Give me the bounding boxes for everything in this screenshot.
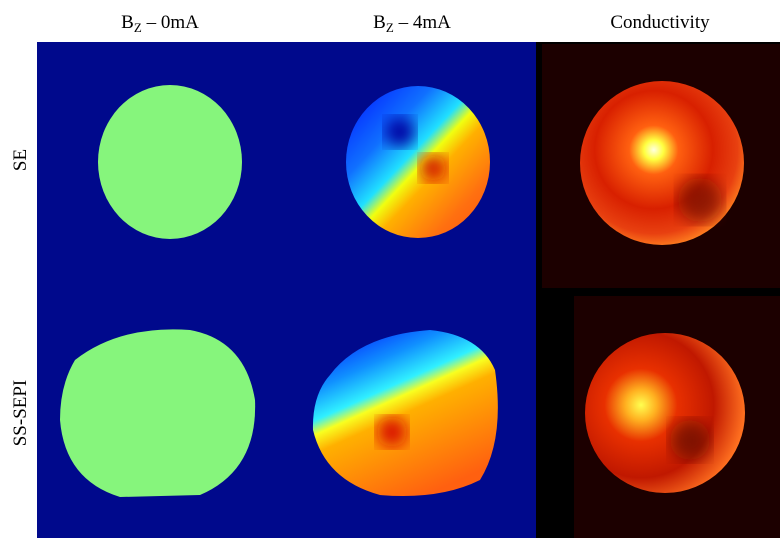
figure: BZ – 0mA BZ – 4mA Conductivity SE SS-SEP…: [0, 0, 780, 538]
header-rest: – 0mA: [142, 12, 199, 33]
page: {"columns": [ {"base": "B", "sub": "Z", …: [0, 0, 780, 538]
header-subscript: Z: [134, 20, 142, 35]
bz-0ma-image: [60, 329, 255, 497]
column-header: BZ – 0mA: [121, 12, 199, 35]
conductivity-image: [580, 81, 744, 245]
column-header: Conductivity: [610, 12, 710, 33]
column-header: BZ – 4mA: [373, 12, 451, 35]
header-base: B: [373, 12, 386, 33]
bz-4ma-image: [346, 86, 490, 238]
conductivity-image: [585, 333, 745, 493]
header-subscript: Z: [386, 20, 394, 35]
header-base: B: [121, 12, 134, 33]
row-label: SS-SEPI: [10, 380, 31, 447]
row-label: SE: [10, 149, 31, 171]
bz-0ma-image: [98, 85, 242, 239]
header-rest: – 4mA: [394, 12, 451, 33]
